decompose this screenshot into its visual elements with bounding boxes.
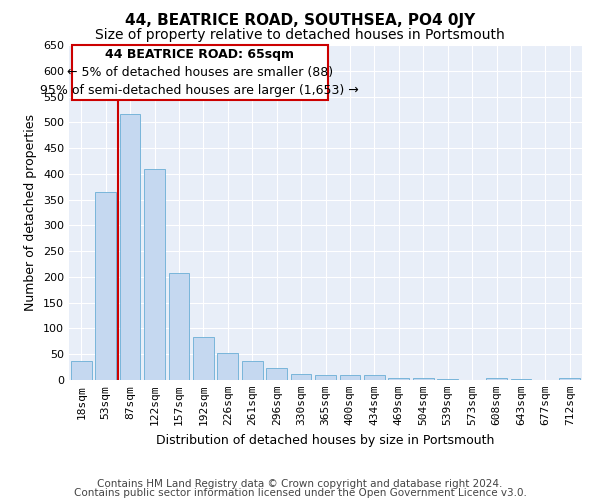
X-axis label: Distribution of detached houses by size in Portsmouth: Distribution of detached houses by size …: [157, 434, 494, 446]
Bar: [169, 274, 190, 380]
Bar: [193, 337, 214, 380]
Bar: [71, 361, 92, 380]
Text: Contains public sector information licensed under the Open Government Licence v3: Contains public sector information licen…: [74, 488, 526, 498]
Bar: [95, 192, 116, 380]
Text: 44, BEATRICE ROAD, SOUTHSEA, PO4 0JY: 44, BEATRICE ROAD, SOUTHSEA, PO4 0JY: [125, 12, 475, 28]
Text: Size of property relative to detached houses in Portsmouth: Size of property relative to detached ho…: [95, 28, 505, 42]
Bar: [217, 352, 238, 380]
Bar: [486, 378, 507, 380]
Bar: [144, 168, 165, 380]
Bar: [315, 375, 336, 380]
Bar: [266, 368, 287, 380]
Bar: [559, 378, 580, 380]
Bar: [413, 378, 434, 380]
Bar: [388, 378, 409, 380]
Bar: [364, 375, 385, 380]
Text: Contains HM Land Registry data © Crown copyright and database right 2024.: Contains HM Land Registry data © Crown c…: [97, 479, 503, 489]
Bar: [119, 114, 140, 380]
Text: ← 5% of detached houses are smaller (88): ← 5% of detached houses are smaller (88): [67, 66, 333, 79]
Text: 95% of semi-detached houses are larger (1,653) →: 95% of semi-detached houses are larger (…: [40, 84, 359, 96]
Y-axis label: Number of detached properties: Number of detached properties: [25, 114, 37, 311]
Text: 44 BEATRICE ROAD: 65sqm: 44 BEATRICE ROAD: 65sqm: [106, 48, 295, 62]
Bar: [242, 362, 263, 380]
Bar: [340, 375, 361, 380]
Bar: [290, 374, 311, 380]
FancyBboxPatch shape: [71, 45, 328, 100]
